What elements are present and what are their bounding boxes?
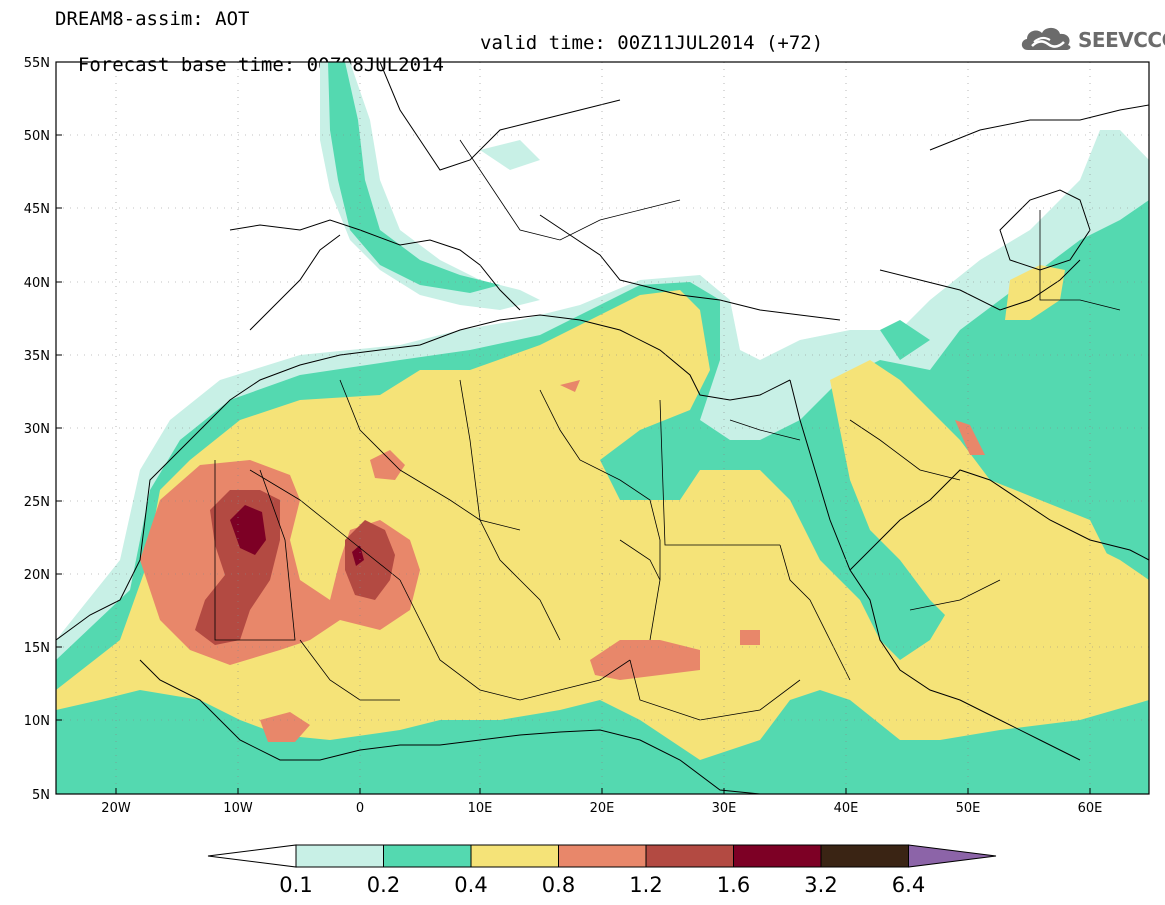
colorbar-low-arrow [207, 844, 297, 868]
seevccc-logo: SEEVCCC [1018, 22, 1165, 56]
colorbar-label: 6.4 [892, 873, 925, 897]
valid-time: valid time: 00Z11JUL2014 (+72) [480, 32, 824, 54]
colorbar-label: 3.2 [804, 873, 837, 897]
aot-level-0.4 [56, 265, 1149, 760]
aot-field [56, 62, 1149, 794]
colorbar-segment [558, 844, 647, 868]
latitude-labels: 55N 50N 45N 40N 35N 30N 25N 20N 15N 10N … [24, 56, 50, 803]
lon-label: 40E [834, 801, 859, 816]
colorbar-segment [733, 844, 822, 868]
colorbar-label: 0.2 [367, 873, 400, 897]
lat-label: 40N [24, 276, 50, 291]
lat-label: 15N [24, 641, 50, 656]
lat-label: 45N [24, 202, 50, 217]
colorbar-segment [383, 844, 472, 868]
colorbar-high-arrow [908, 844, 997, 868]
lon-label: 10E [468, 801, 493, 816]
tick-marks [56, 61, 1091, 795]
colorbar-label: 0.4 [454, 873, 487, 897]
logo-text: SEEVCCC [1078, 28, 1165, 52]
colorbar-label: 1.2 [629, 873, 662, 897]
cloud-logo-icon [1021, 27, 1071, 50]
colorbar-segment [645, 844, 734, 868]
lat-label: 30N [24, 422, 50, 437]
lat-label: 25N [24, 495, 50, 510]
colorbar-segment [295, 844, 384, 868]
colorbar-labels: 0.1 0.2 0.4 0.8 1.2 1.6 3.2 6.4 [279, 873, 925, 897]
coastlines [56, 62, 1149, 794]
aot-level-1.6 [230, 505, 364, 566]
grid-lines [56, 62, 1149, 794]
forecast-times: Forecast base time: 00Z08JUL2014 valid t… [55, 32, 823, 98]
lat-label: 55N [24, 56, 50, 71]
lon-label: 20E [590, 801, 615, 816]
lon-label: 20W [101, 801, 131, 816]
country-borders [214, 139, 1121, 721]
colorbar-segment [820, 844, 909, 868]
colorbar-label: 1.6 [717, 873, 750, 897]
colorbar-segment [470, 844, 559, 868]
colorbar-label: 0.8 [542, 873, 575, 897]
lon-label: 60E [1078, 801, 1103, 816]
lat-label: 10N [24, 714, 50, 729]
base-time: Forecast base time: 00Z08JUL2014 [77, 54, 444, 76]
lat-label: 35N [24, 349, 50, 364]
lat-label: 5N [32, 788, 50, 803]
lon-label: 0 [356, 801, 364, 816]
lon-label: 50E [956, 801, 981, 816]
colorbar [207, 844, 997, 868]
lat-label: 20N [24, 568, 50, 583]
lat-label: 50N [24, 129, 50, 144]
lon-label: 10W [223, 801, 253, 816]
map-title: DREAM8-assim: AOT [55, 8, 250, 30]
colorbar-label: 0.1 [279, 873, 312, 897]
lon-label: 30E [712, 801, 737, 816]
longitude-labels: 20W 10W 0 10E 20E 30E 40E 50E 60E [101, 801, 1102, 816]
